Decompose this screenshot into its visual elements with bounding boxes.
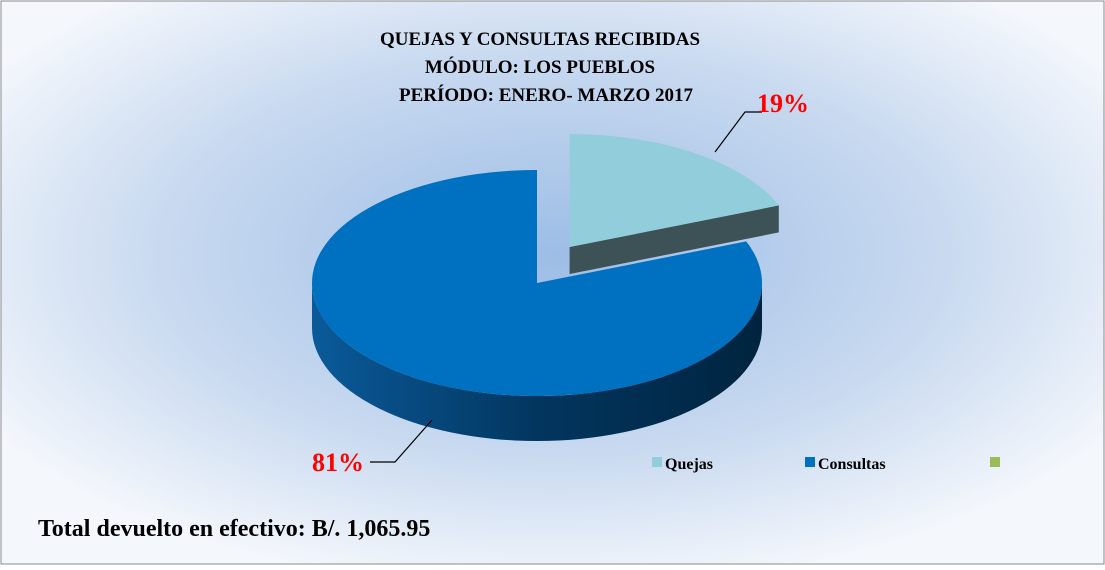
slice bbox=[311, 170, 762, 397]
data-label: 81% bbox=[312, 448, 364, 477]
legend-swatch bbox=[990, 457, 1000, 467]
chart-title: QUEJAS Y CONSULTAS RECIBIDAS bbox=[380, 29, 700, 50]
leader-line bbox=[370, 419, 433, 463]
leader-line bbox=[714, 111, 762, 153]
slice bbox=[569, 134, 779, 248]
legend-label: Quejas bbox=[665, 456, 713, 473]
legend-swatch bbox=[652, 457, 662, 467]
slice-side bbox=[312, 283, 762, 441]
slice-face bbox=[569, 205, 779, 275]
pie bbox=[311, 134, 779, 441]
data-label: 19% bbox=[757, 89, 809, 118]
footer: Total devuelto en efectivo: B/. 1,065.95 bbox=[38, 516, 430, 542]
chart-title: MÓDULO: LOS PUEBLOS bbox=[425, 56, 655, 78]
chart-title: PERÍODO: ENERO- MARZO 2017 bbox=[399, 84, 693, 106]
legend-swatch bbox=[805, 457, 815, 467]
legend-label: Consultas bbox=[818, 456, 886, 473]
